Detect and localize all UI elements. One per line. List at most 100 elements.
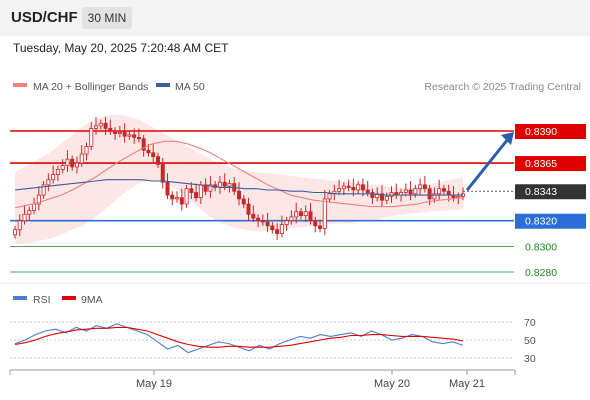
candle xyxy=(346,179,351,192)
candle-body xyxy=(41,184,46,196)
candle xyxy=(203,178,208,196)
candle xyxy=(165,173,170,199)
timeframe-button[interactable]: 30 MIN xyxy=(82,7,132,29)
x-tick-label: May 21 xyxy=(449,378,485,390)
candle xyxy=(179,188,184,211)
candle-body xyxy=(113,130,118,134)
candle xyxy=(22,205,27,225)
candle xyxy=(318,219,323,233)
candle-body xyxy=(370,192,375,199)
target-price-label: 0.8300 xyxy=(525,241,557,253)
candle xyxy=(79,145,84,167)
resistance-price-label: 0.8365 xyxy=(515,156,586,172)
candle-body xyxy=(32,203,37,211)
candle-body xyxy=(189,188,194,193)
current-label-bg xyxy=(515,184,586,200)
candle xyxy=(132,128,137,144)
credit-text: Research © 2025 Trading Central xyxy=(424,81,581,93)
candle xyxy=(289,210,294,225)
candle-body xyxy=(356,184,361,191)
candle-body xyxy=(236,190,241,200)
candle-body xyxy=(203,184,208,192)
candle-body xyxy=(198,184,203,199)
candle xyxy=(327,189,332,203)
arrow-head xyxy=(501,132,514,145)
rsi-legend-label: RSI xyxy=(33,294,51,306)
candle xyxy=(279,215,284,238)
ma20-line xyxy=(14,140,464,209)
candle-body xyxy=(98,122,103,127)
price-level-value: 0.8343 xyxy=(525,186,557,198)
candle xyxy=(51,165,56,184)
candle-body xyxy=(446,190,451,196)
candle xyxy=(308,202,313,225)
candle xyxy=(370,188,375,205)
candle-body xyxy=(117,131,122,134)
candle xyxy=(389,186,394,203)
candle xyxy=(341,182,346,196)
candle xyxy=(160,157,165,189)
candle-body xyxy=(408,189,413,195)
candle xyxy=(74,156,79,174)
candle-body xyxy=(160,163,165,183)
candle xyxy=(155,152,160,169)
candle xyxy=(175,191,180,203)
candle-body xyxy=(441,188,446,192)
rsi-line xyxy=(14,323,464,354)
ma9-legend-swatch xyxy=(62,296,76,300)
candle xyxy=(208,175,213,198)
candle xyxy=(170,191,175,206)
candle-body xyxy=(365,189,370,193)
resistance-price-label: 0.8390 xyxy=(515,124,586,139)
candle-body xyxy=(294,211,299,218)
resistance-label-bg xyxy=(515,124,586,139)
rsi-tick-label: 70 xyxy=(524,317,536,329)
forecast-arrow xyxy=(465,132,514,192)
candle-body xyxy=(413,188,418,195)
rsi-panel: 70 50 30 xyxy=(10,317,536,365)
candle-body xyxy=(241,198,246,205)
candle-body xyxy=(265,221,270,227)
candle-body xyxy=(427,188,432,200)
candle-body xyxy=(79,153,84,164)
candle-body xyxy=(94,125,99,129)
candle xyxy=(122,123,127,143)
candle-body xyxy=(65,158,70,167)
candle-body xyxy=(418,184,423,190)
candle-body xyxy=(155,156,160,165)
candle-body xyxy=(70,158,75,168)
candle-body xyxy=(146,149,151,154)
candle-body xyxy=(22,213,27,222)
timestamp: Tuesday, May 20, 2025 7:20:48 AM CET xyxy=(13,41,229,55)
candle-body xyxy=(308,211,313,222)
ma50-line xyxy=(14,179,463,196)
candle-body xyxy=(403,189,408,193)
x-axis: May 19 May 20 May 21 xyxy=(9,369,516,390)
rsi-tick-label: 50 xyxy=(524,335,536,347)
candle xyxy=(294,202,299,224)
candle-body xyxy=(17,220,22,231)
candle xyxy=(151,143,156,164)
candle-body xyxy=(151,152,156,158)
candle-body xyxy=(298,211,303,217)
candle xyxy=(46,173,51,192)
candle xyxy=(256,214,261,228)
candle xyxy=(60,159,65,174)
bollinger-band-area xyxy=(15,114,463,244)
target-price-label: 0.8280 xyxy=(525,267,557,279)
candle-body xyxy=(222,181,227,187)
candle-body xyxy=(175,197,180,200)
bollinger-bands xyxy=(15,114,463,244)
price-level-value: 0.8320 xyxy=(525,216,557,228)
candle xyxy=(89,122,94,151)
candle-body xyxy=(313,220,318,227)
ma50-legend-swatch xyxy=(156,83,170,87)
candle xyxy=(441,184,446,196)
candle xyxy=(418,178,423,196)
candle-body xyxy=(132,134,137,138)
candle xyxy=(303,205,308,223)
candle xyxy=(84,142,89,161)
candle-body xyxy=(379,193,384,201)
candle-body xyxy=(318,225,323,229)
candle-body xyxy=(165,181,170,196)
